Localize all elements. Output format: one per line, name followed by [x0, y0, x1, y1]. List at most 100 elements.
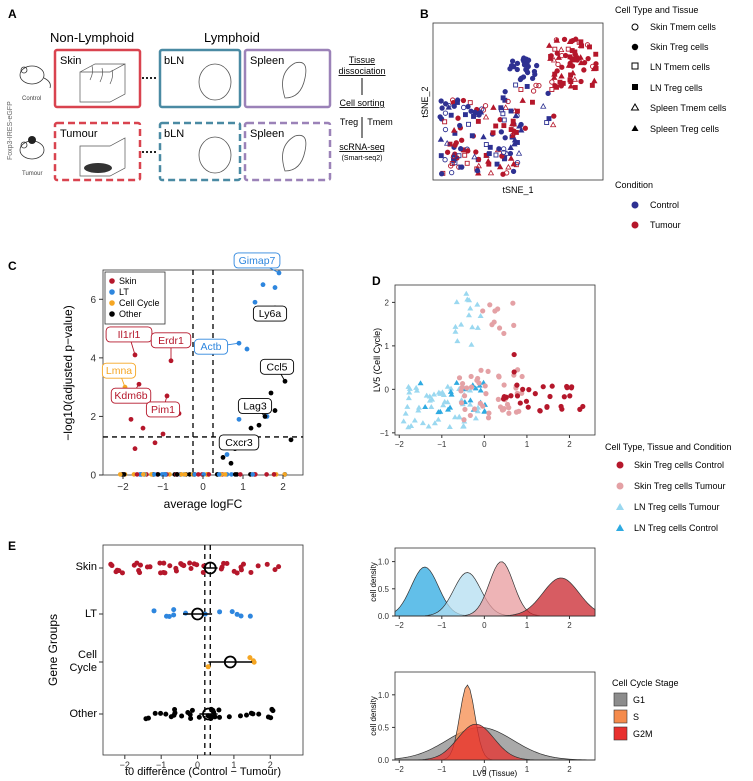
tsne-point-tumour: [559, 52, 565, 59]
gene-label-box: [101, 362, 137, 379]
control-mouse-icon: [19, 65, 51, 89]
gene-group-point: [152, 710, 158, 716]
tsne-point-mixed: [490, 130, 496, 136]
tsne-point-mixed: [507, 144, 514, 150]
lv-point-skin-control: [559, 406, 565, 412]
lv-point-ln-tumour: [454, 338, 461, 344]
lv-point-skin-tumour: [461, 417, 467, 423]
lv-point-skin-tumour: [478, 367, 484, 373]
x-tick-label: −2: [117, 482, 129, 493]
lv-point-ln-control: [448, 391, 455, 397]
gene-label-box: [218, 434, 260, 451]
mouse-strain-label: Foxp3-IRES-eGFP: [7, 101, 14, 160]
volcano-point: [272, 408, 278, 413]
tsne-point-mixed: [512, 112, 520, 119]
lv-point-ln-control: [422, 404, 429, 410]
panel-d2-density-areas: [394, 561, 596, 617]
lv-point-ln-tumour: [404, 403, 411, 409]
tsne-point-mixed: [516, 122, 523, 129]
x-tick-label: −1: [156, 760, 166, 770]
tsne-point-mixed: [445, 104, 452, 110]
panel-e: E −2 −1 0 1 2 Gene Groups t0 difference (Con…: [8, 539, 304, 778]
tsne-point-mixed: [447, 141, 453, 147]
volcano-point-baseline: [196, 472, 201, 477]
tsne-point-mixed: [455, 115, 461, 121]
tsne-point-mixed: [522, 125, 528, 131]
tsne-point-mixed: [511, 128, 517, 134]
tsne-point-mixed: [540, 103, 547, 109]
legend-d3-s: S: [633, 712, 639, 722]
lv-point-skin-control: [561, 394, 567, 400]
lv-point-skin-tumour: [458, 400, 465, 406]
panel-d-ticks: −2 −1 0 1 2 −1 0 1 2: [380, 298, 572, 449]
non-lymphoid-heading: Non-Lymphoid: [50, 30, 134, 45]
lv-point-skin-control: [544, 403, 550, 410]
gene-group-point: [157, 560, 163, 566]
tsne-point-mixed: [442, 110, 449, 116]
volcano-point: [236, 416, 242, 422]
gene-label-il1rl1: Il1rl1: [118, 329, 141, 341]
lv-point-skin-tumour: [485, 368, 491, 375]
panel-e-category-labels: Skin LT Cell Cycle Other: [69, 561, 97, 720]
x-tick-label: −2: [395, 765, 405, 774]
tsne-point-tumour: [554, 50, 560, 56]
tsne-point-mixed: [438, 153, 444, 159]
tsne-point-tumour: [552, 71, 558, 77]
spleen-tumour-label: Spleen: [250, 128, 284, 140]
panel-c: C Gimap7 Ly6a Actb Il1rl1 Erdr1 Lmna Kdm6b Pim1…: [8, 252, 304, 511]
tsne-point-mixed: [500, 111, 506, 117]
gene-group-point: [247, 655, 253, 661]
tsne-point-mixed: [494, 161, 500, 167]
lv-point-ln-tumour: [435, 416, 442, 422]
lv-point-ln-tumour: [474, 301, 481, 307]
lv-point-skin-control: [520, 386, 526, 392]
tsne-point-tumour: [576, 39, 582, 45]
tumour-box: [53, 121, 142, 182]
gene-group-point: [179, 562, 185, 568]
step-dissociation: dissociation: [338, 66, 385, 76]
tsne-point-mixed: [439, 171, 445, 177]
tsne-point-mixed: [498, 105, 504, 111]
lv-point-skin-tumour: [496, 325, 503, 331]
lv-point-skin-tumour: [483, 391, 489, 397]
tsne-point-tumour: [555, 61, 561, 68]
bln-control-label: bLN: [164, 55, 184, 67]
y-tick-label: 0.0: [378, 756, 390, 765]
panel-d-label: D: [372, 274, 381, 288]
tsne-point-mixed: [510, 168, 517, 175]
lv-point-skin-control: [532, 391, 538, 397]
gene-group-point: [151, 608, 157, 614]
lv-point-ln-tumour: [431, 391, 438, 397]
lv-point-skin-control: [525, 404, 531, 410]
tsne-point-mixed: [442, 157, 448, 163]
lv-point-skin-tumour: [467, 412, 473, 419]
tsne-point-tumour: [549, 79, 555, 85]
y-tick-label: 2: [385, 298, 390, 307]
panel-b-label: B: [420, 7, 429, 21]
tsne-point-tumour: [546, 42, 553, 48]
tsne-point-mixed: [487, 169, 495, 176]
lv-point-ln-tumour: [413, 384, 420, 390]
legend-d3-title: Cell Cycle Stage: [612, 678, 679, 688]
lv-point-skin-tumour: [501, 330, 507, 337]
panel-d2-ticks: −2 −1 0 1 2 0.0 0.5 1.0: [378, 558, 572, 630]
x-tick-label: 2: [280, 482, 286, 493]
volcano-point: [160, 431, 166, 437]
gene-group-point: [134, 560, 140, 566]
x-tick-label: −2: [395, 621, 405, 630]
gene-group-point: [234, 611, 240, 617]
tsne-point-mixed: [533, 82, 539, 89]
lv-point-skin-control: [517, 400, 523, 406]
cat-cycle: Cycle: [69, 662, 97, 674]
tsne-point-mixed: [493, 123, 499, 129]
lv-point-ln-tumour: [452, 328, 459, 334]
spleen-tumour-box: [243, 121, 332, 182]
gene-group-point: [272, 567, 278, 573]
lv-point-ln-tumour: [415, 407, 422, 413]
tsne-point-mixed: [467, 100, 473, 106]
gene-label-box: [259, 358, 295, 375]
lv-point-ln-control: [472, 385, 479, 391]
volcano-point: [288, 437, 294, 443]
gene-label-lag3: Lag3: [243, 400, 267, 412]
